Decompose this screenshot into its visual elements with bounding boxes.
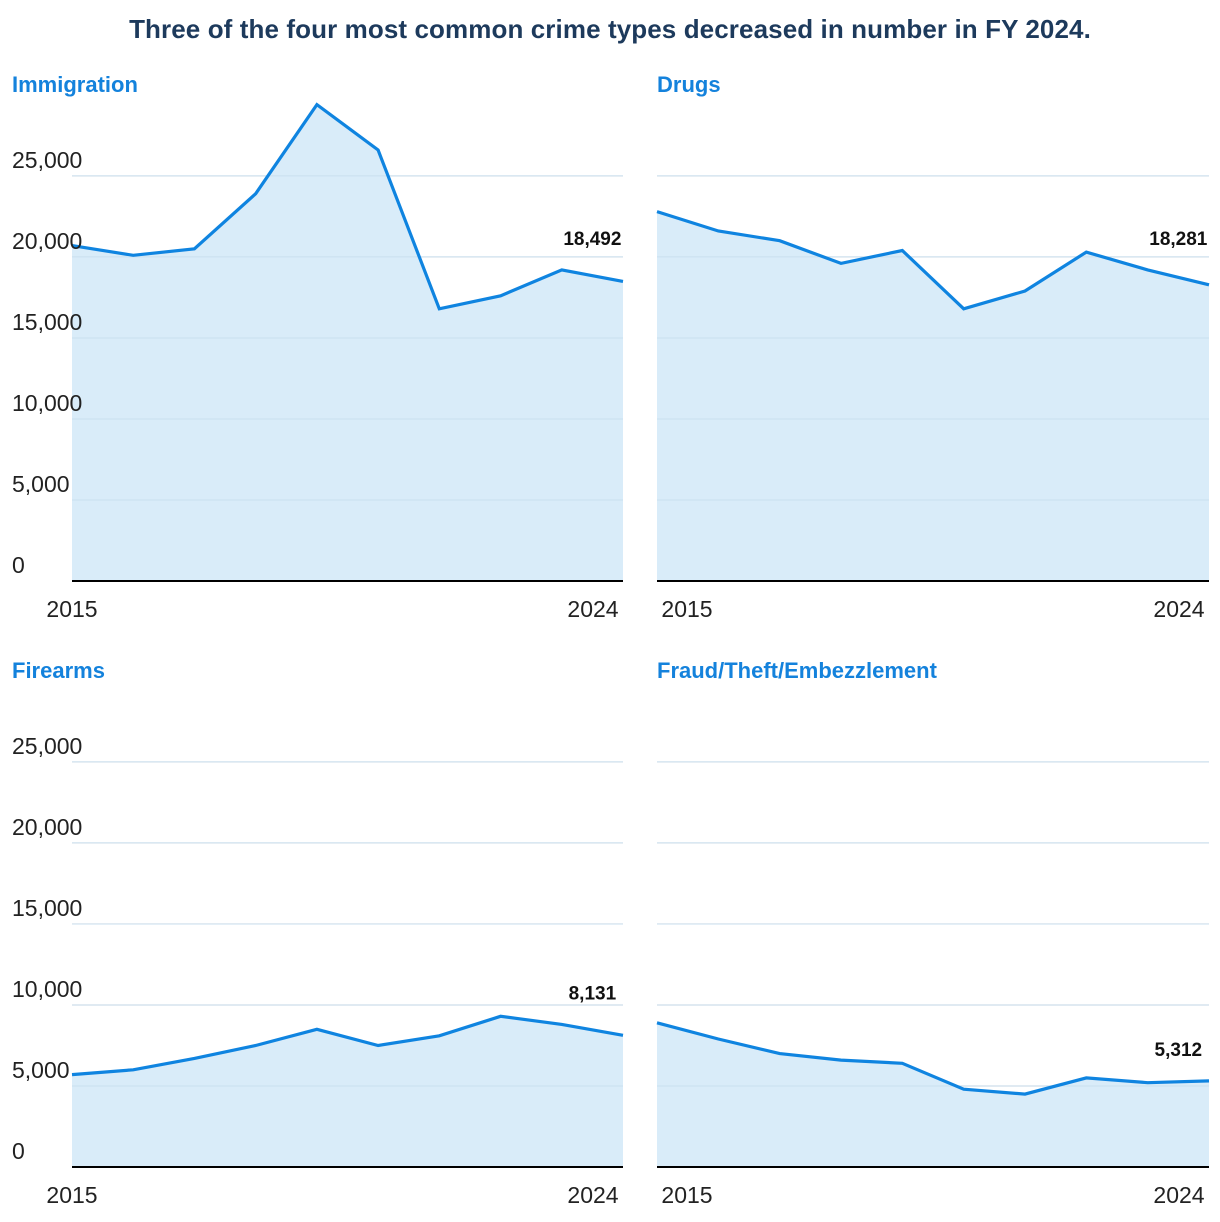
firearms-end-value-label: 8,131: [569, 983, 617, 1004]
immigration-xtick-label-end: 2024: [567, 596, 618, 622]
panel-title-firearms: Firearms: [12, 658, 105, 683]
immigration-ytick-label: 15,000: [12, 309, 82, 335]
immigration-area: [72, 104, 623, 581]
fraud-line: [656, 1021, 1210, 1096]
firearms-ytick-label: 0: [12, 1138, 25, 1164]
panel-title-immigration: Immigration: [12, 72, 138, 97]
firearms-area: [72, 1016, 623, 1167]
firearms-ytick-label: 25,000: [12, 733, 82, 759]
drugs-line: [656, 210, 1210, 311]
firearms-xtick-label-start: 2015: [46, 1182, 97, 1208]
fraud-area: [657, 1022, 1209, 1167]
firearms-xtick-label-end: 2024: [567, 1182, 618, 1208]
immigration-ytick-label: 5,000: [12, 471, 70, 497]
panel-title-fraud: Fraud/Theft/Embezzlement: [657, 658, 937, 683]
immigration-ytick-label: 20,000: [12, 228, 82, 254]
panel-title-drugs: Drugs: [657, 72, 721, 97]
immigration-end-value-label: 18,492: [563, 229, 621, 250]
fraud-xtick-label-end: 2024: [1153, 1182, 1204, 1208]
firearms-ytick-label: 10,000: [12, 976, 82, 1002]
firearms-line: [71, 1014, 624, 1077]
firearms-ytick-label: 15,000: [12, 895, 82, 921]
firearms-ytick-label: 5,000: [12, 1057, 70, 1083]
fraud-end-value-label: 5,312: [1155, 1040, 1203, 1061]
drugs-xtick-label-start: 2015: [661, 596, 712, 622]
immigration-line: [71, 102, 624, 311]
drugs-area: [657, 211, 1209, 581]
figure-title: Three of the four most common crime type…: [129, 14, 1091, 44]
immigration-ytick-label: 10,000: [12, 390, 82, 416]
immigration-xtick-label-start: 2015: [46, 596, 97, 622]
immigration-ytick-label: 25,000: [12, 147, 82, 173]
immigration-ytick-label: 0: [12, 552, 25, 578]
drugs-xtick-label-end: 2024: [1153, 596, 1204, 622]
drugs-end-value-label: 18,281: [1149, 229, 1208, 250]
firearms-ytick-label: 20,000: [12, 814, 82, 840]
fraud-xtick-label-start: 2015: [661, 1182, 712, 1208]
